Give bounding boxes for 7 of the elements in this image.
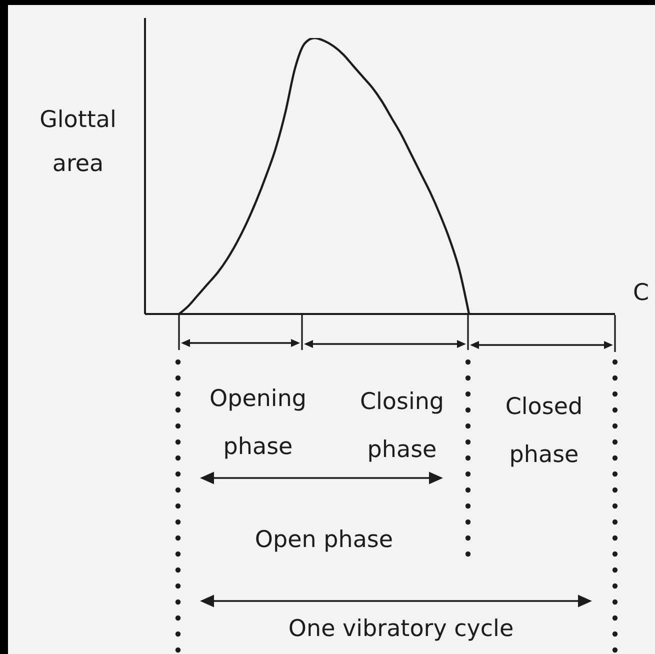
- text: Closing phase: [358, 388, 446, 465]
- text: One vibratory cycle: [287, 615, 515, 644]
- text: Opening phase: [208, 385, 308, 462]
- text: Open phase: [254, 526, 394, 555]
- text: Closed phase: [504, 393, 584, 470]
- y-axis-title: Glottal area: [38, 106, 118, 179]
- x-axis-title: C: [633, 279, 650, 308]
